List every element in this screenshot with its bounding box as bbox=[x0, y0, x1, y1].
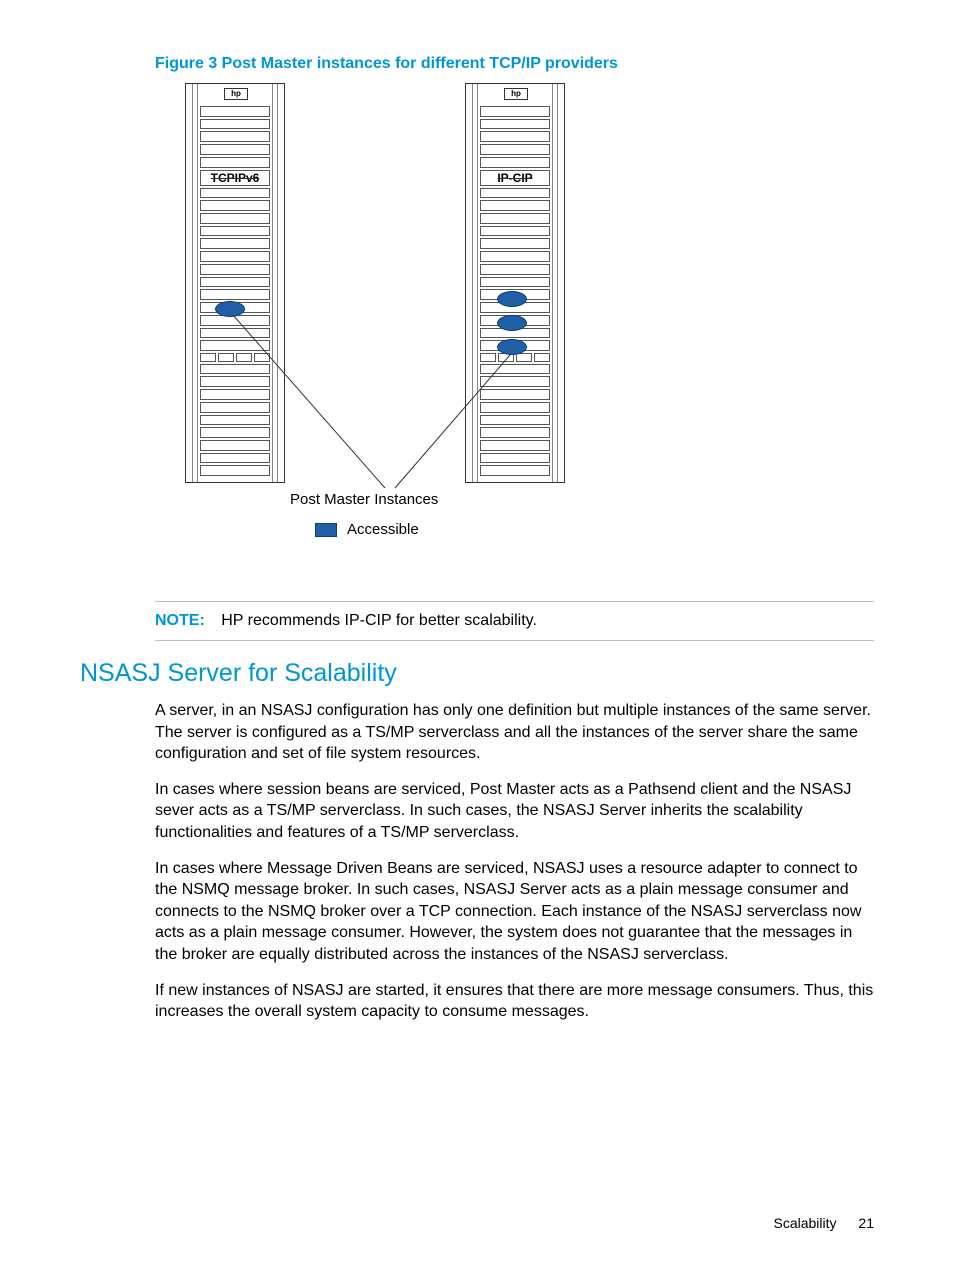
body-paragraph: If new instances of NSASJ are started, i… bbox=[155, 980, 874, 1023]
postmaster-instance-icon bbox=[497, 315, 527, 331]
note: NOTE: HP recommends IP-CIP for better sc… bbox=[155, 608, 874, 634]
legend-label: Accessible bbox=[347, 521, 419, 538]
legend-swatch-icon bbox=[315, 523, 337, 537]
section-heading: NSASJ Server for Scalability bbox=[80, 659, 874, 688]
note-text: HP recommends IP-CIP for better scalabil… bbox=[221, 612, 537, 629]
body-paragraph: In cases where session beans are service… bbox=[155, 779, 874, 844]
body-paragraph: A server, in an NSASJ configuration has … bbox=[155, 700, 874, 765]
footer-page-number: 21 bbox=[858, 1215, 874, 1231]
legend: Accessible bbox=[315, 521, 419, 538]
note-label: NOTE: bbox=[155, 612, 205, 629]
rack-tcpipv6: hp TCPIPv6 bbox=[185, 83, 285, 483]
rack-ipcip: hp IP-CIP bbox=[465, 83, 565, 483]
footer-section-name: Scalability bbox=[774, 1215, 837, 1231]
rack-label-ipcip: IP-CIP bbox=[480, 170, 550, 186]
figure-diagram: hp TCPIPv6 hp IP-CIP bbox=[175, 83, 645, 503]
post-master-instances-label: Post Master Instances bbox=[290, 491, 438, 508]
postmaster-instance-icon bbox=[497, 339, 527, 355]
hp-logo-icon: hp bbox=[504, 88, 528, 100]
postmaster-instance-icon bbox=[497, 291, 527, 307]
rack-label-tcpipv6: TCPIPv6 bbox=[200, 170, 270, 186]
note-rule-bottom bbox=[155, 640, 874, 641]
hp-logo-icon: hp bbox=[224, 88, 248, 100]
figure-caption: Figure 3 Post Master instances for diffe… bbox=[155, 55, 874, 73]
section-body: A server, in an NSASJ configuration has … bbox=[155, 700, 874, 1023]
body-paragraph: In cases where Message Driven Beans are … bbox=[155, 858, 874, 966]
page-footer: Scalability 21 bbox=[774, 1215, 875, 1231]
note-rule-top bbox=[155, 601, 874, 602]
postmaster-instance-icon bbox=[215, 301, 245, 317]
